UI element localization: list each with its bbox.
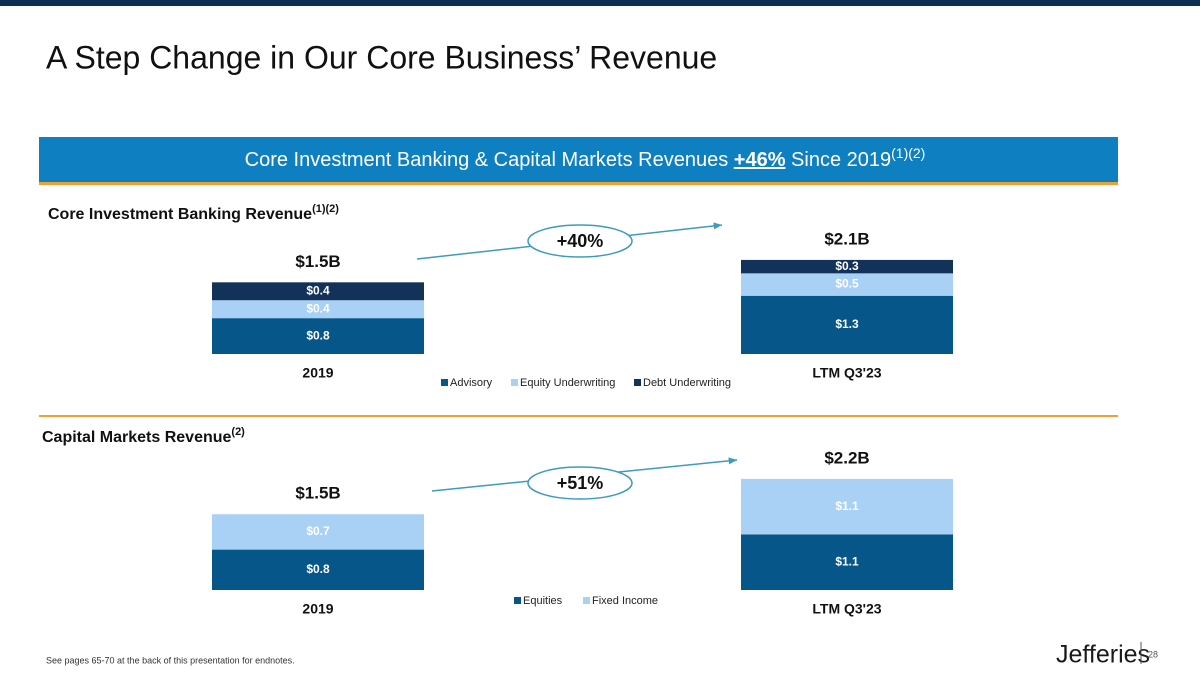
value-label: $0.8 — [306, 328, 330, 342]
arrow-head — [728, 457, 737, 465]
bar-segment — [212, 549, 424, 590]
x-tick-label: LTM Q3'23 — [812, 365, 881, 381]
x-tick-label: 2019 — [302, 365, 333, 381]
banner-suffix: Since 2019 — [791, 149, 891, 171]
bar-segment — [741, 259, 953, 274]
bar-segment — [741, 273, 953, 296]
slide-title: A Step Change in Our Core Business’ Reve… — [46, 39, 717, 75]
bar-segment — [212, 282, 424, 301]
total-label: $1.5B — [295, 252, 340, 271]
legend-swatch — [511, 379, 518, 386]
legend-swatch — [514, 597, 521, 604]
growth-label: +40% — [557, 231, 604, 251]
banner-text: Core Investment Banking & Capital Market… — [245, 145, 926, 172]
value-label: $1.1 — [835, 499, 859, 513]
top-bar — [0, 0, 1200, 6]
value-label: $0.4 — [306, 301, 330, 315]
value-label: $0.5 — [835, 277, 859, 291]
chart-title: Capital Markets Revenue(2) — [42, 426, 245, 446]
value-label: $0.3 — [835, 259, 859, 273]
legend-label: Equity Underwriting — [520, 377, 615, 389]
separator — [39, 415, 1118, 417]
x-tick-label: LTM Q3'23 — [812, 601, 881, 617]
legend-swatch — [583, 597, 590, 604]
legend-label: Advisory — [450, 377, 493, 389]
logo: Jefferies — [1056, 641, 1150, 669]
growth-label: +51% — [557, 473, 604, 493]
bar-segment — [741, 478, 953, 535]
value-label: $0.7 — [306, 524, 330, 538]
value-label: $0.4 — [306, 283, 330, 297]
legend-swatch — [634, 379, 641, 386]
bar-segment — [741, 534, 953, 590]
bar-segment — [212, 300, 424, 319]
chart-title: Core Investment Banking Revenue(1)(2) — [48, 203, 339, 223]
banner-note: (1)(2) — [891, 145, 925, 161]
legend-label: Debt Underwriting — [643, 377, 731, 389]
banner-underline — [39, 182, 1118, 185]
value-label: $1.1 — [835, 554, 859, 568]
growth-badge — [527, 224, 633, 258]
value-label: $1.3 — [835, 317, 859, 331]
legend-label: Fixed Income — [592, 595, 658, 607]
arrow-head — [713, 222, 722, 230]
banner-highlight: +46% — [734, 149, 786, 171]
bar-segment — [212, 514, 424, 550]
value-label: $0.8 — [306, 562, 330, 576]
bar-segment — [741, 295, 953, 354]
legend-label: Equities — [523, 595, 563, 607]
bar-segment — [212, 318, 424, 354]
chart-title-note: (2) — [231, 426, 245, 438]
growth-badge — [527, 466, 633, 500]
chart-title-note: (1)(2) — [312, 203, 339, 215]
x-tick-label: 2019 — [302, 601, 333, 617]
total-label: $2.2B — [824, 448, 869, 467]
total-label: $1.5B — [295, 484, 340, 503]
chart-title-main: Core Investment Banking Revenue — [48, 206, 312, 223]
footnote: See pages 65-70 at the back of this pres… — [46, 655, 295, 665]
legend-swatch — [441, 379, 448, 386]
banner — [39, 137, 1118, 182]
page-number: 28 — [1148, 649, 1158, 659]
total-label: $2.1B — [824, 229, 869, 248]
chart-title-main: Capital Markets Revenue — [42, 429, 232, 446]
banner-main: Core Investment Banking & Capital Market… — [245, 149, 729, 171]
